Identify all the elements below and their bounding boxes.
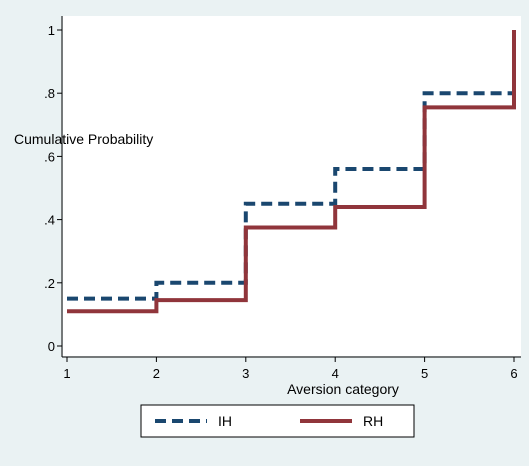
x-tick-label: 2 bbox=[153, 366, 160, 381]
x-tick-label: 3 bbox=[242, 366, 249, 381]
series-line-ih bbox=[67, 30, 516, 301]
y-tick-label: .4 bbox=[44, 213, 55, 228]
y-tick-label: 1 bbox=[48, 23, 55, 38]
legend-label-ih: IH bbox=[218, 413, 232, 429]
y-tick-label: 0 bbox=[48, 339, 55, 354]
y-tick-label: .6 bbox=[44, 149, 55, 164]
axis-layer: 0 .2 .4 .6 .8 1 1 2 3 4 5 6 bbox=[44, 16, 521, 381]
legend-box bbox=[140, 404, 415, 438]
x-tick-label: 4 bbox=[332, 366, 339, 381]
legend: IH RH bbox=[140, 404, 415, 438]
y-tick-label: .2 bbox=[44, 276, 55, 291]
x-axis-label: Aversion category bbox=[287, 381, 399, 397]
y-tick-label: .8 bbox=[44, 86, 55, 101]
legend-label-rh: RH bbox=[363, 413, 383, 429]
series-line-rh bbox=[67, 30, 516, 314]
x-tick-label: 1 bbox=[63, 366, 70, 381]
y-axis-label: Cumulative Probability bbox=[14, 131, 153, 147]
x-tick-label: 5 bbox=[421, 366, 428, 381]
series-layer bbox=[67, 30, 516, 314]
x-tick-label: 6 bbox=[510, 366, 517, 381]
plot-region bbox=[63, 16, 521, 356]
